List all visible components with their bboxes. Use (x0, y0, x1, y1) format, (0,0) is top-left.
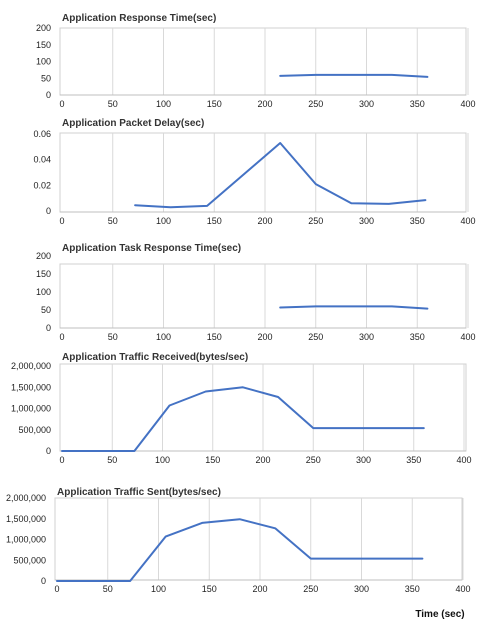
chart-4-x-tick-label: 100 (151, 584, 166, 594)
chart-4-y-tick-label: 1,500,000 (6, 514, 46, 524)
chart-2-x-tick-label: 250 (308, 332, 323, 342)
chart-1-x-tick-label: 400 (460, 216, 475, 226)
chart-0-series-0-line (279, 73, 429, 78)
chart-3-series-0-line (61, 386, 425, 452)
chart-4-x-tick-label: 350 (405, 584, 420, 594)
chart-0-frame (59, 27, 467, 96)
chart-2-y-tick-label: 50 (41, 305, 51, 315)
chart-4-title: Application Traffic Sent(bytes/sec) (57, 487, 221, 498)
chart-0-x-tick-label: 200 (257, 99, 272, 109)
chart-4-y-tick-label: 0 (41, 576, 46, 586)
chart-0-x-tick-label: 100 (156, 99, 171, 109)
chart-0-x-tick-label: 350 (410, 99, 425, 109)
chart-3-x-tick-label: 200 (255, 455, 270, 465)
chart-4-x-tick-label: 400 (455, 584, 470, 594)
chart-2-x-tick-label: 300 (359, 332, 374, 342)
chart-4-x-tick-label: 300 (354, 584, 369, 594)
chart-4-x-tick-label: 150 (202, 584, 217, 594)
chart-4-y-tick-label: 1,000,000 (6, 535, 46, 545)
chart-3-x-tick-label: 100 (155, 455, 170, 465)
chart-1-y-tick-label: 0.06 (33, 129, 51, 139)
chart-0-x-tick-label: 400 (460, 99, 475, 109)
chart-2-y-tick-label: 0 (46, 323, 51, 333)
chart-4-x-tick-label: 50 (103, 584, 113, 594)
chart-2-x-tick-label: 400 (460, 332, 475, 342)
chart-3-x-tick-label: 400 (456, 455, 471, 465)
chart-3-x-tick-label: 150 (205, 455, 220, 465)
chart-1-x-tick-label: 300 (359, 216, 374, 226)
chart-2-x-tick-label: 100 (156, 332, 171, 342)
chart-4-series-0-line (56, 518, 424, 582)
chart-2-x-tick-label: 350 (410, 332, 425, 342)
chart-2-title: Application Task Response Time(sec) (62, 243, 241, 254)
chart-1-y-tick-label: 0 (46, 206, 51, 216)
chart-1-y-tick-label: 0.04 (33, 155, 51, 165)
chart-1-y-tick-label: 0.02 (33, 180, 51, 190)
chart-1-x-tick-label: 100 (156, 216, 171, 226)
chart-4-frame (54, 497, 463, 581)
chart-0-x-tick-label: 0 (59, 99, 64, 109)
chart-4-x-tick-label: 250 (303, 584, 318, 594)
chart-3-x-tick-label: 350 (406, 455, 421, 465)
chart-2-series-0-line (279, 305, 429, 310)
chart-1-frame (59, 132, 467, 213)
chart-0-x-tick-label: 150 (207, 99, 222, 109)
chart-0-x-tick-label: 50 (108, 99, 118, 109)
chart-2-frame (59, 263, 467, 329)
chart-0-y-tick-label: 200 (36, 23, 51, 33)
x-axis-title: Time (sec) (415, 609, 464, 620)
chart-0-y-tick-label: 100 (36, 57, 51, 67)
chart-1-x-tick-label: 0 (59, 216, 64, 226)
chart-4-x-tick-label: 0 (54, 584, 59, 594)
chart-0-x-tick-label: 250 (308, 99, 323, 109)
chart-1-x-tick-label: 50 (108, 216, 118, 226)
chart-0-y-tick-label: 0 (46, 90, 51, 100)
chart-3-y-tick-label: 0 (46, 446, 51, 456)
chart-0-y-tick-label: 50 (41, 73, 51, 83)
chart-0-x-tick-label: 300 (359, 99, 374, 109)
chart-2-x-tick-label: 50 (108, 332, 118, 342)
chart-1-series-0-line (134, 142, 427, 209)
chart-2-x-tick-label: 0 (59, 332, 64, 342)
chart-1-x-tick-label: 250 (308, 216, 323, 226)
chart-2-y-tick-label: 150 (36, 269, 51, 279)
chart-3-x-tick-label: 300 (356, 455, 371, 465)
chart-2-x-tick-label: 150 (207, 332, 222, 342)
chart-2-y-tick-label: 200 (36, 251, 51, 261)
chart-3-title: Application Traffic Received(bytes/sec) (62, 352, 248, 363)
chart-1-x-tick-label: 350 (410, 216, 425, 226)
chart-4-x-tick-label: 200 (252, 584, 267, 594)
chart-0-y-tick-label: 150 (36, 40, 51, 50)
chart-3-x-tick-label: 50 (107, 455, 117, 465)
chart-3-x-tick-label: 0 (59, 455, 64, 465)
chart-2-y-tick-label: 100 (36, 287, 51, 297)
chart-3-y-tick-label: 1,000,000 (11, 404, 51, 414)
chart-4-y-tick-label: 2,000,000 (6, 493, 46, 503)
chart-3-y-tick-label: 2,000,000 (11, 361, 51, 371)
chart-1-title: Application Packet Delay(sec) (62, 118, 204, 129)
chart-4-y-tick-label: 500,000 (13, 555, 46, 565)
chart-3-y-tick-label: 500,000 (18, 425, 51, 435)
chart-3-x-tick-label: 250 (306, 455, 321, 465)
chart-0-title: Application Response Time(sec) (62, 13, 216, 24)
chart-2-x-tick-label: 200 (257, 332, 272, 342)
chart-1-x-tick-label: 150 (207, 216, 222, 226)
chart-1-x-tick-label: 200 (257, 216, 272, 226)
chart-3-y-tick-label: 1,500,000 (11, 382, 51, 392)
